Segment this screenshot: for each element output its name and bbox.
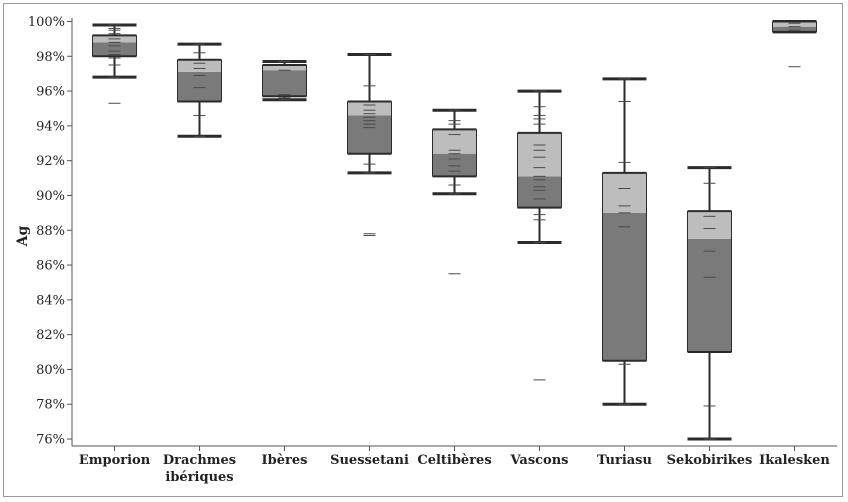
y-tick-label: 86% bbox=[36, 259, 65, 274]
box-group bbox=[772, 19, 817, 68]
y-tick-label: 96% bbox=[36, 85, 65, 100]
y-tick-label: 88% bbox=[36, 224, 65, 239]
box-upper-half bbox=[262, 64, 307, 71]
box-group bbox=[602, 77, 647, 406]
box-lower-half bbox=[602, 212, 647, 361]
box-group bbox=[262, 59, 307, 102]
x-category-label: Turiasu bbox=[597, 453, 652, 468]
x-category-label: Vascons bbox=[510, 453, 569, 468]
box-upper-half bbox=[347, 101, 392, 116]
box-lower-half bbox=[347, 115, 392, 154]
box-lower-half bbox=[432, 153, 477, 177]
x-category-label: Celtibères bbox=[417, 453, 491, 468]
y-tick-label: 84% bbox=[36, 293, 65, 308]
y-tick-label: 76% bbox=[36, 433, 65, 448]
x-category-label: Ibères bbox=[262, 453, 308, 468]
y-tick-label: 78% bbox=[36, 398, 65, 413]
box-lower-half bbox=[772, 26, 817, 32]
x-category-label: Emporion bbox=[79, 453, 151, 468]
box-group bbox=[517, 89, 562, 381]
x-category-label: Ikalesken bbox=[759, 453, 830, 468]
box-upper-half bbox=[517, 132, 562, 177]
box-group bbox=[347, 53, 392, 236]
x-category-label: ibériques bbox=[165, 470, 233, 485]
x-category-label: Drachmes bbox=[163, 453, 236, 468]
y-tick-label: 94% bbox=[36, 119, 65, 134]
box-upper-half bbox=[687, 211, 732, 239]
y-tick-label: 90% bbox=[36, 189, 65, 204]
x-category-label: Suessetani bbox=[330, 453, 409, 468]
box-lower-half bbox=[262, 70, 307, 97]
y-tick-label: 100% bbox=[28, 15, 65, 30]
y-tick-label: 92% bbox=[36, 154, 65, 169]
y-tick-label: 80% bbox=[36, 363, 65, 378]
box-lower-half bbox=[687, 238, 732, 353]
box-upper-half bbox=[602, 172, 647, 213]
box-lower-half bbox=[92, 42, 137, 57]
box-upper-half bbox=[772, 21, 817, 27]
y-tick-label: 82% bbox=[36, 328, 65, 343]
box-upper-half bbox=[177, 59, 222, 72]
box-group bbox=[432, 108, 477, 275]
y-tick-label: 98% bbox=[36, 50, 65, 65]
box-group bbox=[92, 23, 137, 104]
box-group bbox=[687, 166, 732, 441]
box-lower-half bbox=[177, 71, 222, 102]
box-upper-half bbox=[432, 129, 477, 154]
box-group bbox=[177, 42, 222, 138]
x-category-label: Sekobirikes bbox=[667, 453, 753, 468]
y-axis-title: Ag bbox=[15, 225, 31, 247]
box-lower-half bbox=[517, 176, 562, 208]
